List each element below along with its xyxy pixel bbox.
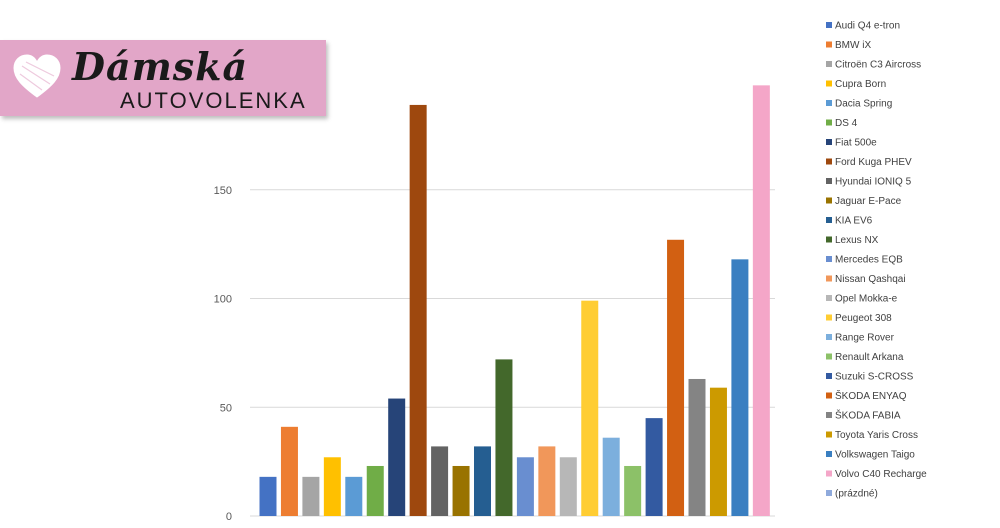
legend-swatch (826, 100, 832, 106)
legend-item-label: Peugeot 308 (835, 313, 892, 324)
legend-item-label: Fiat 500e (835, 138, 877, 149)
legend-swatch (826, 431, 832, 438)
bar (431, 446, 449, 516)
legend-swatch (826, 392, 832, 399)
legend-swatch (826, 217, 832, 223)
legend-item-label: ŠKODA ENYAQ (835, 389, 907, 402)
legend-swatch (826, 80, 832, 87)
legend-swatch (826, 295, 832, 301)
bar (323, 457, 341, 516)
heart-icon (13, 54, 61, 98)
legend-item-label: Opel Mokka-e (835, 294, 898, 305)
y-tick-label: 100 (214, 294, 232, 306)
legend-item-label: Cupra Born (835, 79, 886, 90)
legend-item-label: KIA EV6 (835, 216, 873, 227)
legend-item-label: Mercedes EQB (835, 255, 903, 266)
legend-item-label: DS 4 (835, 118, 858, 129)
bar (345, 476, 363, 516)
legend-item-label: Range Rover (835, 333, 895, 344)
bar (559, 457, 577, 516)
bar (516, 457, 534, 516)
bar (366, 465, 384, 516)
bar (388, 398, 406, 516)
legend-item-label: Toyota Yaris Cross (835, 430, 918, 441)
legend-item-label: Jaguar E-Pace (835, 196, 902, 207)
legend-item-label: Lexus NX (835, 235, 879, 246)
bar (667, 239, 685, 516)
bar (259, 476, 277, 516)
bar (752, 85, 770, 516)
bar (624, 465, 642, 516)
logo-subtitle: AUTOVOLENKA (120, 88, 307, 113)
y-tick-label: 0 (226, 511, 232, 523)
legend-swatch (826, 490, 832, 496)
gridlines (250, 189, 775, 517)
legend-item-label: Suzuki S-CROSS (835, 372, 914, 383)
legend-item-label: Citroën C3 Aircross (835, 60, 921, 71)
legend-swatch (826, 412, 832, 418)
legend-item-label: Nissan Qashqai (835, 274, 906, 285)
logo-title: Dámská (72, 44, 249, 89)
legend-item-label: Renault Arkana (835, 352, 904, 363)
legend-swatch (826, 451, 832, 457)
legend-swatch (826, 373, 832, 379)
legend-item-label: ŠKODA FABIA (835, 409, 901, 422)
legend-swatch (826, 197, 832, 204)
bar (688, 378, 706, 516)
site-logo[interactable]: Dámská AUTOVOLENKA (0, 40, 326, 116)
legend-swatch (826, 158, 832, 165)
bar (474, 446, 491, 516)
bar (280, 426, 298, 516)
legend-swatch (826, 256, 832, 262)
bar (731, 259, 749, 516)
legend: Audi Q4 e-tron BMW iX Citroën C3 Aircross C… (826, 21, 927, 500)
legend-item-label: Hyundai IONIQ 5 (835, 177, 912, 188)
legend-swatch (826, 334, 832, 340)
bars (259, 85, 770, 517)
legend-item-label: Dacia Spring (835, 99, 892, 110)
y-axis: 0 50 100 150 (214, 185, 232, 523)
legend-swatch (826, 470, 832, 477)
bar (452, 465, 470, 516)
bar (709, 387, 727, 516)
y-tick-label: 50 (220, 402, 232, 414)
bar (302, 476, 320, 516)
legend-swatch (826, 61, 832, 67)
legend-swatch (826, 314, 832, 321)
legend-swatch (826, 119, 832, 126)
bar (581, 300, 599, 516)
legend-item-label: Ford Kuga PHEV (835, 157, 912, 168)
y-tick-label: 150 (214, 185, 232, 197)
legend-swatch (826, 139, 832, 145)
legend-swatch (826, 236, 832, 243)
legend-item-label: (prázdné) (835, 489, 878, 500)
legend-swatch (826, 41, 832, 48)
bar (602, 437, 620, 516)
legend-swatch (826, 353, 832, 360)
bar (495, 359, 513, 516)
bar (538, 446, 556, 516)
legend-item-label: Volvo C40 Recharge (835, 469, 927, 480)
legend-item-label: BMW iX (835, 40, 871, 51)
bar (409, 104, 427, 517)
legend-item-label: Volkswagen Taigo (835, 450, 915, 461)
bar (645, 418, 663, 516)
legend-swatch (826, 275, 832, 282)
legend-swatch (826, 178, 832, 184)
legend-swatch (826, 22, 832, 28)
legend-item-label: Audi Q4 e-tron (835, 21, 900, 32)
